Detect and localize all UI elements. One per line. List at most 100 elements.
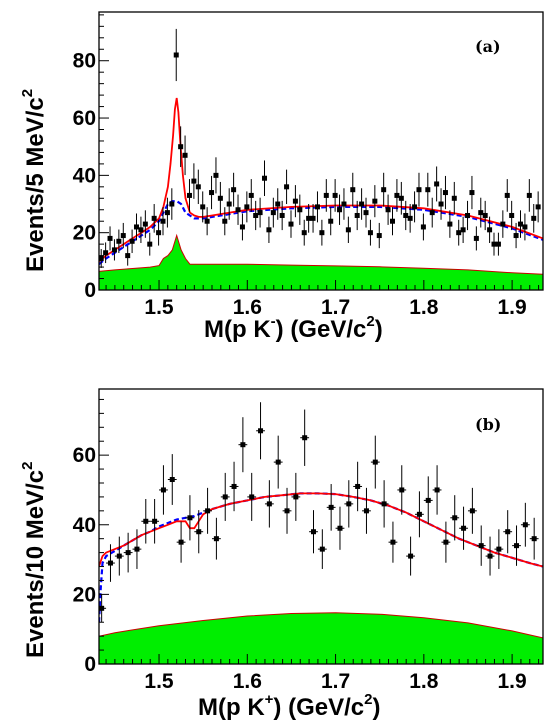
x-tick-label: 1.5 [144,670,174,693]
data-point-marker [346,501,352,507]
data-point [354,200,360,231]
data-point [526,179,532,212]
data-point-marker [337,525,343,531]
data-point-marker [160,487,166,493]
data-point-marker [412,204,418,210]
data-point-marker [209,190,215,196]
data-point-marker [266,227,272,233]
data-point-marker [134,224,140,230]
data-point-marker [341,201,347,207]
data-point-marker [456,230,462,236]
data-point [257,197,263,228]
panel-b-y-axis-label: Events/10 MeV/c2 [19,462,49,658]
data-point-marker [253,212,259,218]
data-point-marker [275,201,281,207]
data-point-marker [535,204,541,210]
data-point-marker [142,221,148,227]
data-point-marker [416,511,422,517]
data-point [332,179,338,212]
data-point-marker [372,459,378,465]
data-point-marker [222,218,228,224]
data-point [323,179,329,212]
data-point-marker [125,253,131,259]
data-point [301,219,307,246]
data-point-marker [478,543,484,549]
data-point [291,472,301,521]
y-tick-label: 20 [73,222,96,245]
data-point [520,502,530,547]
data-point [226,188,232,220]
data-point [213,157,219,194]
data-point [350,172,356,207]
y-tick-label: 0 [84,279,96,302]
data-point [495,232,501,256]
data-point [114,536,124,576]
data-point-marker [442,190,448,196]
data-point-marker [244,204,250,210]
data-point [478,197,484,228]
data-point [438,188,444,220]
x-tick-label: 1.6 [233,670,262,693]
data-point-marker [425,497,431,503]
data-point-marker [293,494,299,500]
data-point-marker [381,187,387,193]
data-point [309,510,318,554]
data-point-marker [288,221,294,227]
data-point [465,200,471,231]
data-point-marker [461,525,467,531]
data-point [164,197,170,228]
data-point [134,213,140,241]
data-point [300,409,310,466]
data-point-marker [407,215,413,221]
data-point-marker [517,221,523,227]
data-point-marker [354,212,360,218]
data-point [345,216,351,243]
data-point-marker [434,181,440,187]
data-point-marker [328,504,334,510]
data-point-marker [182,152,188,158]
data-point-marker [257,210,263,216]
data-point [407,204,413,233]
panel-a-plot-content [99,28,543,290]
data-point [125,245,131,266]
data-point-marker [310,529,316,535]
data-point-marker [434,487,440,493]
data-point-marker [266,501,272,507]
data-point-marker [487,227,493,233]
data-point-marker [111,247,117,253]
data-point [306,204,312,233]
data-point [186,179,192,212]
data-point [209,175,215,210]
data-point-marker [469,508,475,514]
data-point [203,487,212,534]
data-point [195,169,201,205]
data-point-marker [297,207,303,213]
data-point-marker [381,501,387,507]
data-point-marker [178,144,184,150]
data-point [363,197,369,228]
data-point-marker [258,428,264,434]
data-point [485,536,495,576]
data-point [432,465,442,515]
data-point-marker [173,52,179,58]
data-point-marker [363,210,369,216]
data-point [326,484,336,531]
data-point-marker [107,235,113,241]
data-point-marker [425,187,431,193]
data-point-marker [239,224,245,230]
data-point [341,188,347,220]
shaded-background-area [99,233,543,290]
data-point-marker [337,207,343,213]
data-point [535,191,541,223]
data-point [469,175,475,210]
data-point [359,188,365,220]
data-point-marker [116,238,122,244]
data-point-marker [213,172,219,178]
data-point [425,172,431,207]
data-point [239,213,245,241]
data-point [381,172,387,207]
data-point-marker [451,195,457,201]
data-point-marker [394,192,400,198]
data-point [460,216,466,243]
data-point [167,454,177,505]
